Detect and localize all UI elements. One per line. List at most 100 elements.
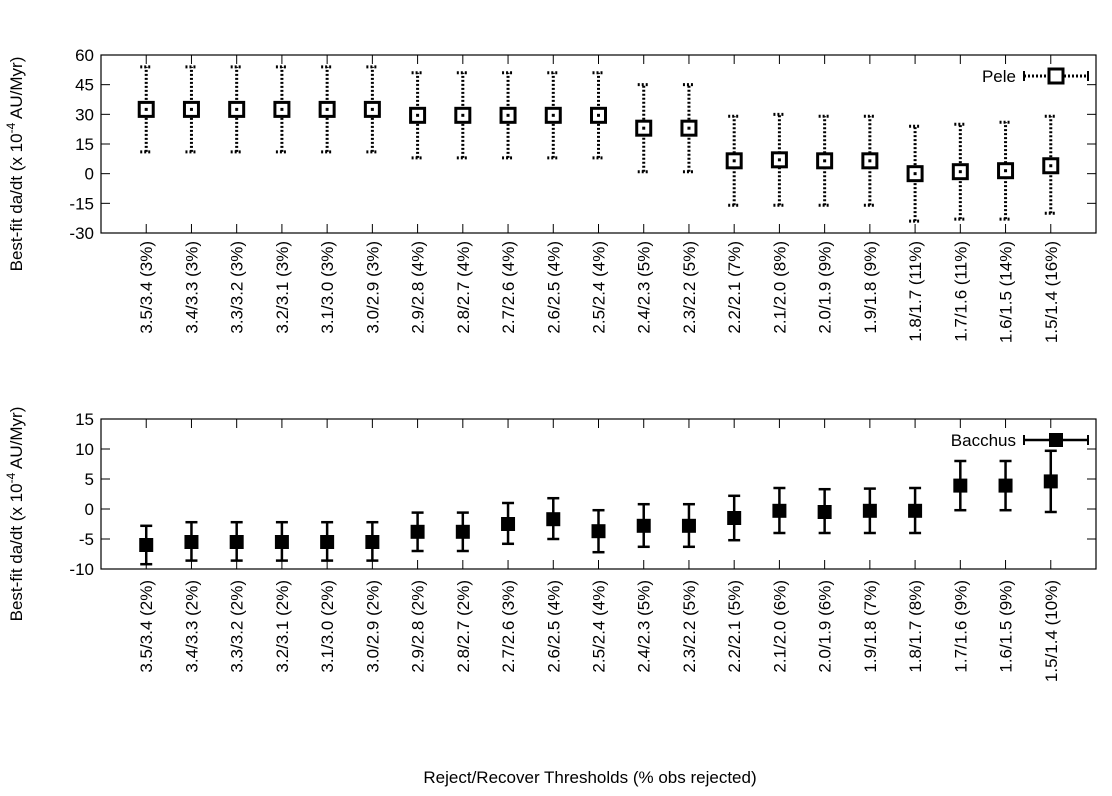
y-tick-label: 30: [75, 105, 94, 124]
x-tick-label: 2.1/2.0 (6%): [770, 580, 789, 673]
data-point: [681, 518, 696, 533]
x-tick-label: 2.9/2.8 (4%): [409, 241, 428, 334]
x-tick-label: 2.0/1.9 (9%): [816, 241, 835, 334]
x-tick-label: 3.3/3.2 (2%): [228, 580, 247, 673]
x-tick-label: 3.3/3.2 (3%): [228, 241, 247, 334]
data-point-center: [642, 126, 646, 130]
data-point: [1043, 474, 1058, 489]
data-point-center: [823, 159, 827, 163]
x-tick-label: 2.3/2.2 (5%): [680, 580, 699, 673]
x-tick-label: 2.6/2.5 (4%): [544, 580, 563, 673]
x-tick-label: 3.1/3.0 (3%): [318, 241, 337, 334]
data-point: [455, 524, 470, 539]
data-point-center: [144, 107, 148, 111]
x-tick-label: 2.5/2.4 (4%): [590, 241, 609, 334]
data-point: [591, 524, 606, 539]
data-point: [184, 535, 199, 549]
x-tick-label: 2.8/2.7 (2%): [454, 580, 473, 673]
x-tick-label: 2.7/2.6 (4%): [499, 241, 518, 334]
legend-marker: [1049, 433, 1063, 447]
x-tick-label: 1.5/1.4 (16%): [1042, 241, 1061, 343]
data-point-center: [687, 126, 691, 130]
data-point: [727, 511, 742, 525]
x-tick-label: 3.0/2.9 (3%): [363, 241, 382, 334]
x-axis-label: Reject/Recover Thresholds (% obs rejecte…: [423, 768, 756, 787]
data-point: [772, 503, 787, 518]
x-tick-label: 2.5/2.4 (4%): [590, 580, 609, 673]
x-tick-label: 2.7/2.6 (3%): [499, 580, 518, 673]
x-tick-label: 1.7/1.6 (9%): [951, 580, 970, 673]
legend-label: Bacchus: [951, 431, 1016, 450]
y-tick-label: 45: [75, 76, 94, 95]
y-axis-label: Best-fit da/dt (x 10-4 AU/Myr): [4, 57, 26, 272]
x-tick-label: 1.7/1.6 (11%): [951, 241, 970, 342]
y-tick-label: 0: [85, 165, 94, 184]
x-tick-label: 2.2/2.1 (7%): [725, 241, 744, 334]
data-point: [546, 512, 561, 527]
data-point: [410, 524, 425, 539]
y-axis-label-main: Best-fit da/dt (x 10: [7, 483, 26, 621]
x-tick-label: 3.1/3.0 (2%): [318, 580, 337, 673]
x-tick-label: 3.4/3.3 (3%): [182, 241, 201, 334]
legend-label: Pele: [982, 67, 1016, 86]
data-point-center: [597, 113, 600, 117]
y-tick-label: -15: [69, 194, 94, 213]
data-point-center: [868, 159, 872, 163]
data-point-center: [325, 107, 329, 111]
x-tick-label: 1.5/1.4 (10%): [1042, 580, 1061, 682]
y-axis-label-unit: AU/Myr): [7, 407, 26, 473]
data-point: [636, 518, 651, 533]
y-axis-label-main: Best-fit da/dt (x 10: [7, 133, 26, 271]
y-tick-label: 15: [75, 135, 94, 154]
x-tick-label: 2.1/2.0 (8%): [770, 241, 789, 334]
x-tick-label: 3.2/3.1 (2%): [273, 580, 292, 673]
data-point: [320, 535, 335, 549]
data-point: [139, 538, 154, 552]
y-tick-label: -30: [69, 224, 94, 243]
x-tick-label: 1.6/1.5 (14%): [997, 241, 1016, 343]
y-axis-label-exponent: -4: [4, 472, 18, 483]
y-tick-label: -5: [79, 530, 94, 549]
y-axis-label-unit: AU/Myr): [7, 57, 26, 123]
legend-marker: [1047, 67, 1065, 85]
x-tick-label: 3.5/3.4 (3%): [137, 241, 156, 334]
y-tick-label: -10: [69, 560, 94, 579]
x-tick-label: 3.2/3.1 (3%): [273, 241, 292, 334]
data-point: [274, 535, 289, 549]
x-tick-label: 2.4/2.3 (5%): [635, 580, 654, 673]
x-tick-label: 3.0/2.9 (2%): [363, 580, 382, 673]
bottom-panel: -10 -5 0 5 10 15 3.5/3.4 (2%) 3.4/3.3 (2%) 3.3/3…: [4, 407, 1097, 682]
data-point: [817, 505, 832, 519]
data-point-center: [189, 107, 193, 111]
y-tick-label: 5: [85, 470, 94, 489]
data-point: [501, 517, 516, 531]
data-point: [908, 503, 923, 518]
x-tick-label: 1.9/1.8 (7%): [861, 580, 880, 673]
data-point-center: [235, 107, 239, 111]
data-point-center: [416, 113, 420, 117]
y-tick-label: 15: [75, 410, 94, 429]
x-tick-label: 2.2/2.1 (5%): [725, 580, 744, 673]
data-point: [229, 535, 244, 549]
x-tick-label: 2.8/2.7 (4%): [454, 241, 473, 334]
data-point: [862, 503, 877, 518]
x-tick-label: 1.8/1.7 (11%): [906, 241, 925, 342]
data-point-center: [1004, 169, 1008, 173]
data-point: [998, 478, 1013, 493]
x-tick-label: 2.0/1.9 (6%): [816, 580, 835, 673]
data-point-center: [958, 170, 962, 174]
x-tick-label: 1.6/1.5 (9%): [997, 580, 1016, 673]
x-tick-label: 2.4/2.3 (5%): [635, 241, 654, 334]
data-point-center: [1049, 164, 1053, 168]
x-tick-label: 2.6/2.5 (4%): [544, 241, 563, 334]
top-panel: -30 -15 0 15 30 45 60 3.5/3.4 (3%) 3.4/3.3 (3%) 3…: [4, 46, 1097, 343]
data-point-center: [777, 158, 781, 162]
data-point-center: [280, 107, 284, 111]
y-tick-label: 0: [85, 500, 94, 519]
y-axis-label: Best-fit da/dt (x 10-4 AU/Myr): [4, 407, 26, 622]
x-tick-label: 3.4/3.3 (2%): [182, 580, 201, 673]
data-point-center: [370, 107, 374, 111]
data-point-center: [732, 159, 736, 163]
x-tick-label: 2.9/2.8 (2%): [409, 580, 428, 673]
